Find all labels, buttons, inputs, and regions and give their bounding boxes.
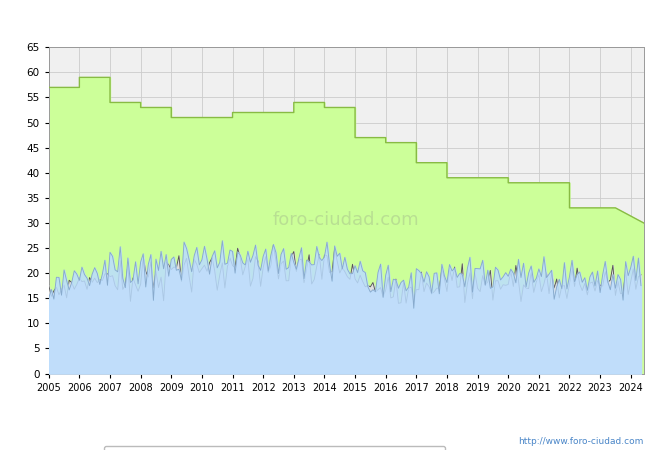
Legend: Ocupados, Parados, Hab. entre 16-64: Ocupados, Parados, Hab. entre 16-64 (104, 446, 445, 450)
Text: Oncala - Evolucion de la poblacion en edad de Trabajar Mayo de 2024: Oncala - Evolucion de la poblacion en ed… (69, 14, 581, 29)
Text: http://www.foro-ciudad.com: http://www.foro-ciudad.com (518, 436, 644, 446)
Text: foro-ciudad.com: foro-ciudad.com (273, 211, 419, 229)
